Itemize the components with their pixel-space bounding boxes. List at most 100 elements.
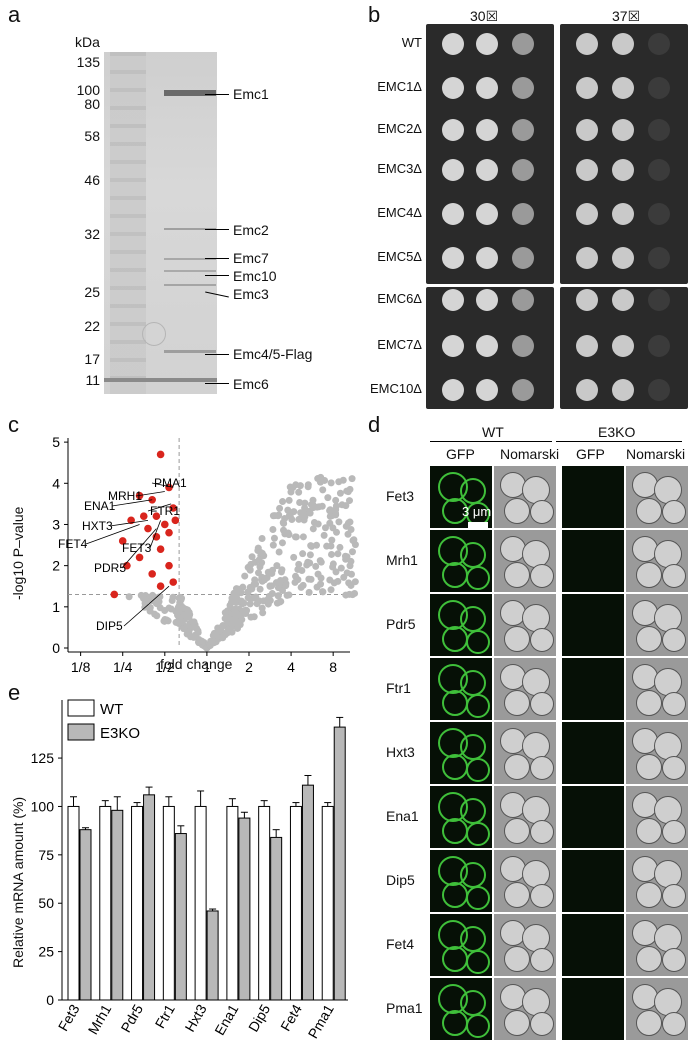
growth-spot — [442, 33, 464, 55]
volcano-point — [313, 541, 321, 549]
cell-outline — [632, 728, 658, 754]
volcano-point — [305, 588, 313, 596]
volcano-point — [228, 620, 236, 628]
gel-marker-11: 11 — [85, 372, 100, 388]
bar-ytick: 75 — [38, 847, 54, 863]
strain-label: EMC5Δ — [377, 249, 422, 264]
micro-image-nomarski — [626, 658, 688, 720]
panel-label-a: a — [8, 2, 21, 27]
volcano-point — [190, 632, 198, 640]
gel-band-line — [205, 258, 229, 259]
cell-outline — [632, 984, 658, 1010]
volcano-hit-point — [148, 570, 156, 578]
gel-marker-25: 25 — [84, 284, 100, 300]
volcano-point — [290, 553, 298, 561]
micro-image-gfp — [562, 658, 624, 720]
volcano-point — [125, 593, 133, 601]
growth-spot — [576, 289, 598, 311]
volcano-point — [312, 562, 320, 570]
bar-wt — [194, 805, 207, 1001]
volcano-point — [278, 566, 286, 574]
gel-marker-135: 135 — [76, 54, 100, 70]
micro-row-label: Hxt3 — [386, 744, 415, 760]
gel-marker-22: 22 — [84, 318, 100, 334]
volcano-hit-point — [171, 516, 180, 525]
bar-e3ko — [238, 817, 251, 1001]
volcano-point — [246, 600, 254, 608]
volcano-point — [301, 499, 309, 507]
volcano-xtick: 1/2 — [155, 659, 175, 675]
cell-outline — [530, 756, 554, 780]
plate-37-top — [560, 24, 688, 284]
growth-spot — [612, 203, 634, 225]
volcano-xtick: 1/8 — [71, 659, 91, 675]
volcano-hit-point — [165, 528, 173, 537]
volcano-point — [270, 534, 278, 542]
bar-e3ko — [79, 829, 92, 1001]
micro-image-gfp — [562, 722, 624, 784]
gel-band-label: Emc2 — [233, 222, 269, 238]
volcano-point — [233, 595, 241, 603]
volcano-point — [215, 627, 223, 635]
growth-spot — [476, 247, 498, 269]
volcano-point — [296, 499, 304, 507]
growth-spot — [648, 335, 670, 357]
volcano-point — [292, 572, 300, 580]
cell-membrane — [442, 1010, 468, 1036]
bar-ytick: 25 — [38, 944, 54, 960]
volcano-point — [348, 548, 356, 556]
cell-outline — [654, 540, 682, 568]
growth-spot — [648, 289, 670, 311]
micro-row-label: Mrh1 — [386, 552, 418, 568]
volcano-point — [282, 582, 290, 590]
volcano-point — [273, 562, 281, 570]
volcano-point — [299, 550, 307, 558]
growth-spot — [442, 203, 464, 225]
growth-spot — [476, 159, 498, 181]
volcano-point — [140, 595, 148, 603]
volcano-point — [167, 605, 175, 613]
spot-assay-panel: 30☒ 37☒ WT EMC1Δ EMC2Δ EMC3Δ EMC4Δ EMC5Δ EMC6Δ… — [360, 0, 694, 410]
micro-image-nomarski — [494, 658, 556, 720]
volcano-point — [328, 550, 336, 558]
bar-e3ko — [111, 809, 124, 1001]
volcano-point — [314, 520, 322, 528]
growth-spot — [612, 247, 634, 269]
growth-spot — [648, 379, 670, 401]
cell-outline — [632, 920, 658, 946]
growth-spot — [442, 77, 464, 99]
growth-spot — [512, 77, 534, 99]
cell-membrane — [460, 862, 486, 888]
cell-outline — [632, 792, 658, 818]
volcano-point — [234, 620, 242, 628]
volcano-point — [234, 585, 242, 593]
volcano-point — [286, 513, 294, 521]
cell-outline — [636, 754, 662, 780]
volcano-ytick: 3 — [52, 516, 60, 532]
volcano-point — [185, 613, 193, 621]
micro-image-gfp — [430, 978, 492, 1040]
scale-bar-label: 3 μm — [462, 504, 492, 519]
volcano-point — [315, 503, 323, 511]
cell-outline — [504, 818, 530, 844]
volcano-point — [327, 479, 335, 487]
bar-wt — [321, 805, 334, 1001]
volcano-ytick: 2 — [52, 558, 60, 574]
cell-outline — [500, 984, 526, 1010]
cell-outline — [504, 626, 530, 652]
volcano-point — [269, 526, 277, 534]
micro-image-gfp — [430, 530, 492, 592]
growth-spot — [648, 33, 670, 55]
cell-membrane — [466, 950, 490, 974]
micro-row-label: Ena1 — [386, 808, 419, 824]
cell-outline — [662, 628, 686, 652]
volcano-point — [269, 566, 277, 574]
bar-e3ko — [301, 784, 314, 1001]
volcano-point — [338, 501, 346, 509]
volcano-point — [334, 550, 342, 558]
panel-label-c: c — [8, 412, 19, 437]
volcano-ytick: 1 — [52, 599, 60, 615]
gel-band-label: Emc10 — [233, 268, 277, 284]
cell-outline — [636, 882, 662, 908]
volcano-point — [224, 625, 232, 633]
